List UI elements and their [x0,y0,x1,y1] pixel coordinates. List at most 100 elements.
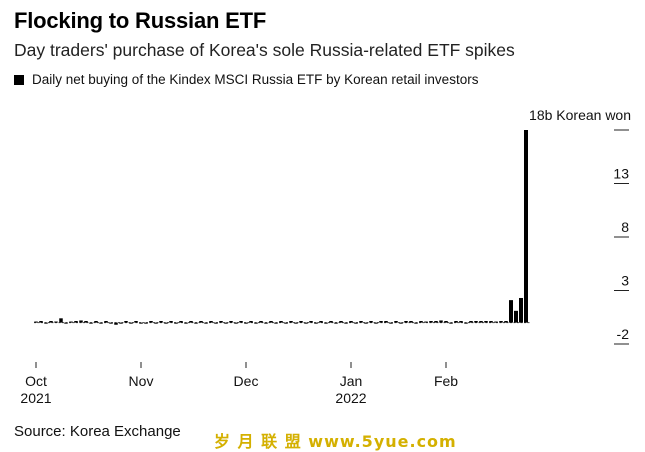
bar [224,322,228,324]
bar [299,321,303,323]
chart-title: Flocking to Russian ETF [14,8,267,33]
bar [189,321,193,323]
bar [489,321,493,323]
bar [199,321,203,323]
bar [54,321,58,323]
bar [129,322,133,324]
bar [239,321,243,323]
bar [209,321,213,323]
bar [449,322,453,324]
bar [114,322,118,325]
bar [44,322,48,324]
bar [274,322,278,324]
bar [174,322,178,324]
bar [214,322,218,324]
bar [294,322,298,324]
x-tick-label: Feb [434,373,458,389]
bar [424,321,428,323]
bar [404,321,408,323]
bar [429,321,433,323]
bar [329,321,333,323]
bar [124,321,128,323]
bar [134,321,138,323]
watermark: 岁 月 联 盟 www.5yue.com [214,432,457,451]
bar [484,321,488,323]
bar [109,322,113,324]
bar [89,322,93,324]
bar [514,310,518,323]
bar [179,321,183,323]
bars-group [34,130,530,325]
bar [279,321,283,323]
legend-label: Daily net buying of the Kindex MSCI Russ… [32,72,479,87]
bar [59,318,63,323]
bar [264,322,268,324]
bar [374,322,378,324]
bar [164,322,168,324]
bar [119,322,123,324]
bar [34,321,38,323]
bar [289,321,293,323]
bar [94,321,98,323]
bar [479,321,483,323]
bar [314,322,318,324]
bar [509,300,513,323]
bar [269,321,273,323]
bar [384,321,388,323]
bar [184,322,188,324]
chart-subtitle: Day traders' purchase of Korea's sole Ru… [14,40,515,60]
y-tick-label: 8 [621,219,629,235]
bar [304,322,308,324]
legend: Daily net buying of the Kindex MSCI Russ… [14,72,478,87]
bar [414,322,418,324]
bar [74,321,78,323]
bar [524,130,528,323]
bar [259,321,263,323]
x-tick-year-label: 2022 [335,390,366,406]
bar [454,321,458,323]
bar [504,321,508,323]
bar [144,322,148,324]
bar [394,321,398,323]
bar [49,321,53,323]
bar [469,321,473,323]
x-tick-label: Nov [129,373,154,389]
bar [154,322,158,324]
bar [379,321,383,323]
bar [324,322,328,324]
x-tick-label: Jan [340,373,363,389]
y-axis: -2 3 8 13 18b Korean won [529,107,631,345]
bar [219,321,223,323]
bar [334,322,338,324]
bar [169,321,173,323]
bar [84,321,88,323]
bar [244,322,248,324]
bar [229,321,233,323]
bar [64,322,68,324]
bar [459,321,463,323]
x-tick-label: Oct [25,373,47,389]
bar [149,321,153,323]
bar [399,322,403,324]
bar [439,320,443,323]
bar [349,321,353,323]
bar [519,297,523,323]
y-tick-label: 3 [621,273,629,289]
bar [284,322,288,324]
bar [344,322,348,324]
bar [354,322,358,324]
bar [249,321,253,323]
y-unit-label: 18b Korean won [529,107,631,123]
bar [79,320,83,323]
bar [39,321,43,323]
bar [474,321,478,323]
y-tick-label: -2 [617,326,630,342]
bar [364,322,368,324]
bar [499,321,503,323]
x-tick-label: Dec [234,373,259,389]
bar [139,322,143,324]
bar [369,321,373,323]
bar [409,321,413,323]
